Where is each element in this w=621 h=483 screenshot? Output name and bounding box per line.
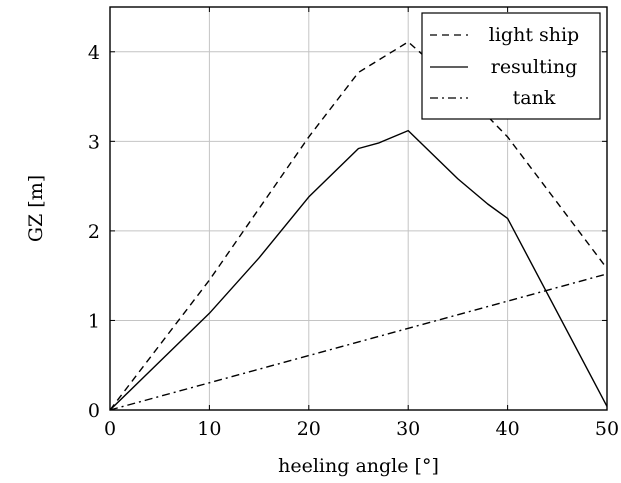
series-line-light-ship	[109, 41, 608, 411]
legend: light ship resulting tank	[421, 12, 601, 120]
series-line-tank	[109, 273, 608, 411]
x-tick-label: 40	[496, 418, 520, 440]
y-tick-label: 4	[88, 42, 100, 64]
x-tick-label: 20	[297, 418, 321, 440]
y-tick-label: 0	[88, 400, 100, 422]
plot-frame	[109, 6, 608, 411]
x-tick-label: 10	[197, 418, 221, 440]
legend-label-light-ship: light ship	[489, 24, 579, 46]
y-tick-label: 2	[88, 221, 100, 243]
legend-label-resulting: resulting	[491, 56, 578, 78]
x-axis-label: heeling angle [°]	[278, 455, 439, 477]
series-line-resulting	[109, 129, 608, 411]
x-tick-label: 30	[396, 418, 420, 440]
x-tick-label: 50	[595, 418, 619, 440]
series-lines	[109, 41, 608, 411]
tick-labels: 0 10 20 30 40 50 0 1 2 3 4	[88, 7, 619, 440]
y-tick-label: 1	[88, 310, 100, 332]
y-tick-label: 3	[88, 131, 100, 153]
legend-box	[421, 12, 601, 120]
y-axis-label: GZ [m]	[25, 175, 47, 242]
x-tick-label: 0	[104, 418, 116, 440]
legend-label-tank: tank	[513, 87, 556, 109]
